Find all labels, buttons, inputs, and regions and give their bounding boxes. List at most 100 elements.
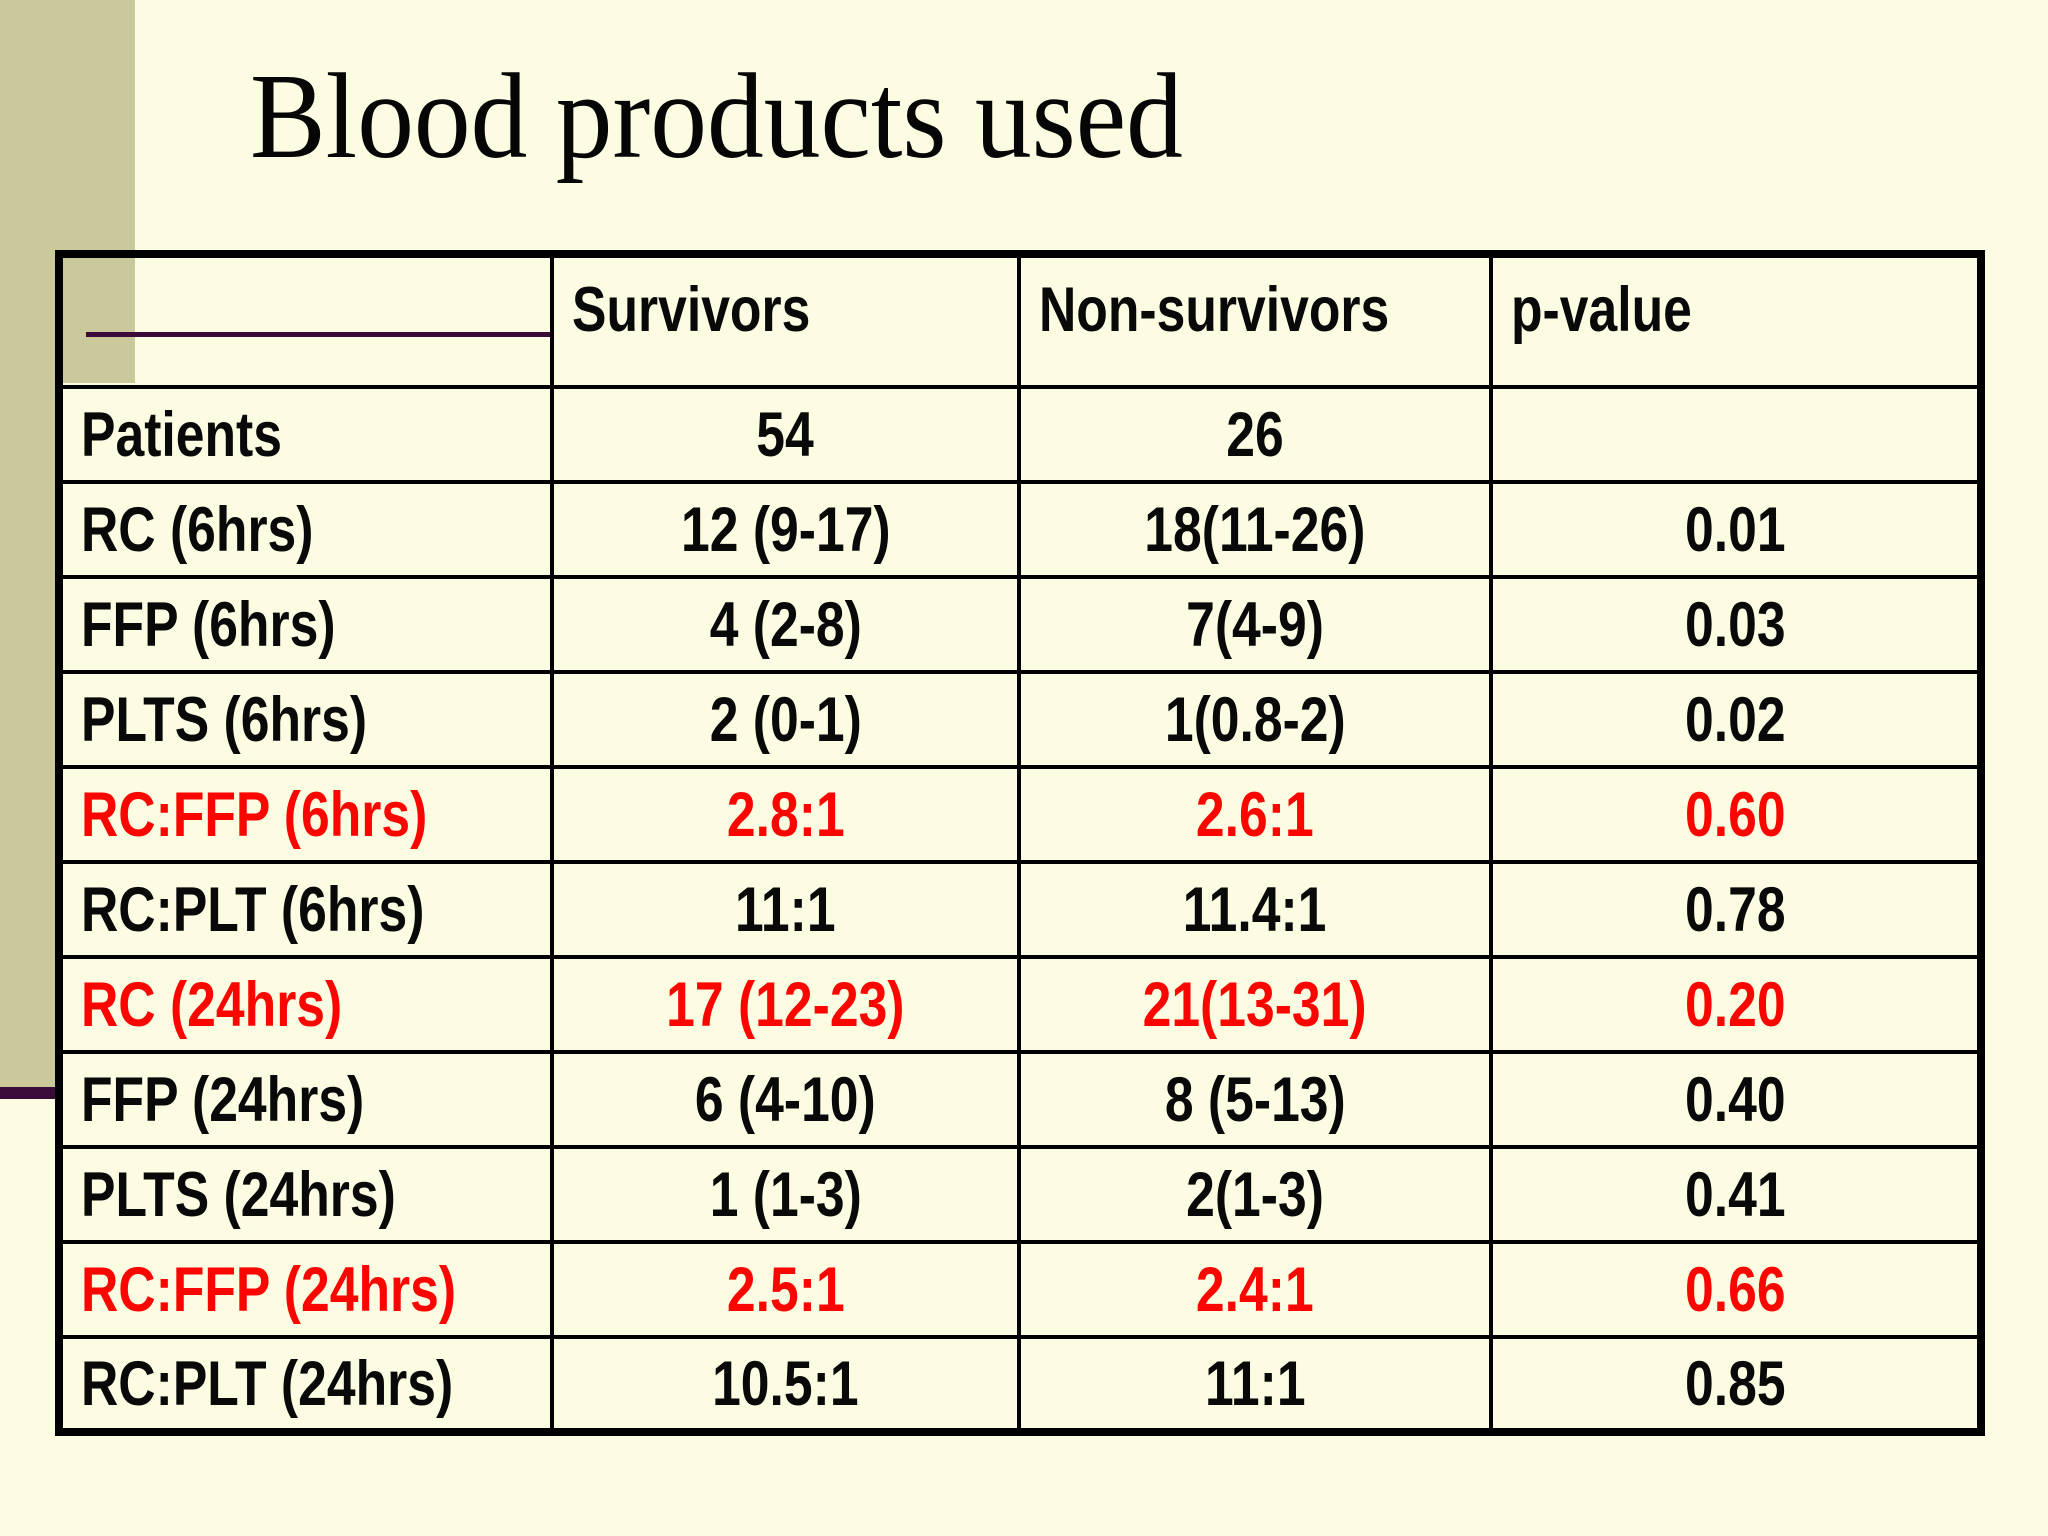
- survivors-cell: 17 (12-23): [550, 955, 1021, 1054]
- header-cell-empty: [57, 252, 554, 389]
- row-label-cell: RC (24hrs): [57, 955, 554, 1054]
- page-title: Blood products used: [250, 49, 1183, 184]
- pvalue-cell: [1489, 385, 1983, 484]
- nonsurvivors-cell: 11.4:1: [1017, 860, 1493, 959]
- cell-text: Patients: [81, 399, 282, 470]
- survivors-cell: 11:1: [550, 860, 1021, 959]
- pvalue-cell: 0.02: [1489, 670, 1983, 769]
- table-row: RC (6hrs) 12 (9-17) 18(11-26) 0.01: [57, 480, 1983, 579]
- survivors-cell: 2.5:1: [550, 1240, 1021, 1339]
- cell-text: 8 (5-13): [1164, 1064, 1346, 1135]
- nonsurvivors-cell: 2.6:1: [1017, 765, 1493, 864]
- row-label-cell: RC:FFP (6hrs): [57, 765, 554, 864]
- cell-text: 11:1: [735, 874, 836, 945]
- cell-text: 0.40: [1684, 1064, 1786, 1135]
- survivors-cell: 4 (2-8): [550, 575, 1021, 674]
- table-row-highlighted: RC:FFP (24hrs) 2.5:1 2.4:1 0.66: [57, 1240, 1983, 1339]
- table-row: PLTS (24hrs) 1 (1-3) 2(1-3) 0.41: [57, 1145, 1983, 1244]
- cell-text: 0.41: [1684, 1159, 1786, 1230]
- cell-text: RC:FFP (6hrs): [81, 779, 428, 850]
- cell-text: 0.78: [1684, 874, 1786, 945]
- row-label-cell: Patients: [57, 385, 554, 484]
- pvalue-cell: 0.20: [1489, 955, 1983, 1054]
- cell-text: 2.8:1: [726, 779, 845, 850]
- row-label-cell: RC (6hrs): [57, 480, 554, 579]
- cell-text: 21(13-31): [1142, 969, 1367, 1040]
- cell-text: FFP (6hrs): [81, 589, 336, 660]
- table-row-highlighted: RC (24hrs) 17 (12-23) 21(13-31) 0.20: [57, 955, 1983, 1054]
- cell-text: 11:1: [1204, 1348, 1306, 1419]
- cell-text: 17 (12-23): [666, 969, 905, 1040]
- survivors-cell: 12 (9-17): [550, 480, 1021, 579]
- left-plum-accent-bar: [0, 1087, 56, 1099]
- cell-text: 7(4-9): [1186, 589, 1324, 660]
- cell-text: 4 (2-8): [709, 589, 862, 660]
- header-cell-nonsurvivors: Non-survivors: [1017, 252, 1493, 389]
- cell-text: 6 (4-10): [695, 1064, 876, 1135]
- cell-text: 2(1-3): [1186, 1159, 1324, 1230]
- row-label-cell: PLTS (24hrs): [57, 1145, 554, 1244]
- cell-text: 0.60: [1684, 779, 1786, 850]
- nonsurvivors-cell: 18(11-26): [1017, 480, 1493, 579]
- row-label-cell: RC:FFP (24hrs): [57, 1240, 554, 1339]
- header-cell-pvalue: p-value: [1489, 252, 1983, 389]
- cell-text: 26: [1226, 399, 1284, 470]
- nonsurvivors-cell: 21(13-31): [1017, 955, 1493, 1054]
- header-text: Non-survivors: [1039, 275, 1390, 345]
- survivors-cell: 2.8:1: [550, 765, 1021, 864]
- cell-text: 0.85: [1684, 1348, 1786, 1419]
- table-header-row: Survivors Non-survivors p-value: [57, 252, 1983, 389]
- cell-text: PLTS (24hrs): [81, 1159, 396, 1230]
- row-label-cell: FFP (6hrs): [57, 575, 554, 674]
- table-row: Patients 54 26: [57, 385, 1983, 484]
- survivors-cell: 54: [550, 385, 1021, 484]
- table-row: RC:PLT (6hrs) 11:1 11.4:1 0.78: [57, 860, 1983, 959]
- nonsurvivors-cell: 11:1: [1017, 1335, 1493, 1434]
- survivors-cell: 10.5:1: [550, 1335, 1021, 1434]
- cell-text: 1 (1-3): [709, 1159, 862, 1230]
- cell-text: 10.5:1: [712, 1348, 859, 1419]
- header-text: Survivors: [572, 275, 811, 345]
- table-row: RC:PLT (24hrs) 10.5:1 11:1 0.85: [57, 1335, 1983, 1434]
- row-label-cell: FFP (24hrs): [57, 1050, 554, 1149]
- pvalue-cell: 0.78: [1489, 860, 1983, 959]
- survivors-cell: 6 (4-10): [550, 1050, 1021, 1149]
- cell-text: 11.4:1: [1183, 874, 1327, 945]
- row-label-cell: PLTS (6hrs): [57, 670, 554, 769]
- cell-text: 0.01: [1684, 494, 1786, 565]
- cell-text: 2.5:1: [726, 1254, 845, 1325]
- row-label-cell: RC:PLT (24hrs): [57, 1335, 554, 1434]
- cell-text: 0.03: [1684, 589, 1786, 660]
- cell-text: 0.20: [1684, 969, 1786, 1040]
- cell-text: 0.66: [1684, 1254, 1786, 1325]
- cell-text: 54: [756, 399, 815, 470]
- table-row: PLTS (6hrs) 2 (0-1) 1(0.8-2) 0.02: [57, 670, 1983, 769]
- nonsurvivors-cell: 26: [1017, 385, 1493, 484]
- nonsurvivors-cell: 1(0.8-2): [1017, 670, 1493, 769]
- pvalue-cell: 0.60: [1489, 765, 1983, 864]
- survivors-cell: 2 (0-1): [550, 670, 1021, 769]
- cell-text: RC:PLT (24hrs): [81, 1348, 454, 1419]
- pvalue-cell: 0.85: [1489, 1335, 1983, 1434]
- pvalue-cell: 0.40: [1489, 1050, 1983, 1149]
- cell-text: FFP (24hrs): [81, 1064, 365, 1135]
- header-text: p-value: [1511, 275, 1692, 345]
- cell-text: 2 (0-1): [709, 684, 862, 755]
- pvalue-cell: 0.03: [1489, 575, 1983, 674]
- blood-products-table: Survivors Non-survivors p-value Patients…: [55, 250, 1985, 1436]
- cell-text: 18(11-26): [1144, 494, 1366, 565]
- nonsurvivors-cell: 7(4-9): [1017, 575, 1493, 674]
- header-cell-survivors: Survivors: [550, 252, 1021, 389]
- table-row: FFP (6hrs) 4 (2-8) 7(4-9) 0.03: [57, 575, 1983, 674]
- table-row: FFP (24hrs) 6 (4-10) 8 (5-13) 0.40: [57, 1050, 1983, 1149]
- cell-text: RC:FFP (24hrs): [81, 1254, 457, 1325]
- pvalue-cell: 0.01: [1489, 480, 1983, 579]
- cell-text: 12 (9-17): [680, 494, 891, 565]
- cell-text: 2.4:1: [1196, 1254, 1314, 1325]
- nonsurvivors-cell: 2.4:1: [1017, 1240, 1493, 1339]
- pvalue-cell: 0.66: [1489, 1240, 1983, 1339]
- cell-text: PLTS (6hrs): [81, 684, 368, 755]
- cell-text: RC (24hrs): [81, 969, 343, 1040]
- cell-text: RC (6hrs): [81, 494, 314, 565]
